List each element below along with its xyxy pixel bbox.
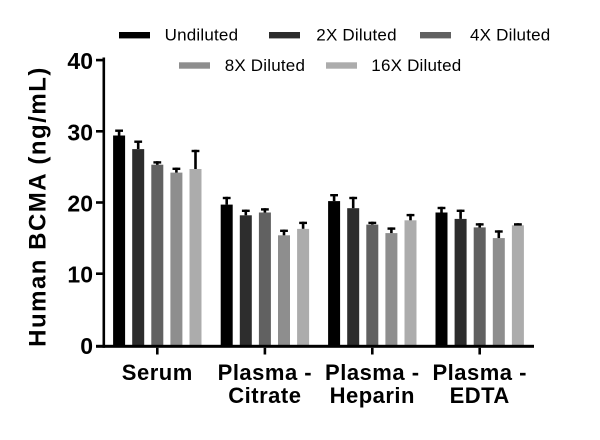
svg-text:8X Diluted: 8X Diluted — [225, 56, 305, 75]
svg-text:Human BCMA (ng/mL): Human BCMA (ng/mL) — [25, 66, 52, 347]
svg-text:2X Diluted: 2X Diluted — [316, 26, 396, 45]
svg-text:20: 20 — [67, 191, 93, 217]
svg-text:0: 0 — [80, 333, 93, 359]
svg-text:Citrate: Citrate — [228, 383, 301, 408]
svg-text:Plasma -: Plasma - — [325, 360, 420, 385]
svg-text:Plasma -: Plasma - — [218, 360, 313, 385]
svg-text:4X Diluted: 4X Diluted — [470, 26, 550, 45]
svg-text:40: 40 — [67, 48, 93, 74]
svg-text:16X Diluted: 16X Diluted — [371, 56, 461, 75]
svg-text:Serum: Serum — [122, 360, 193, 385]
svg-text:Heparin: Heparin — [330, 383, 415, 408]
svg-text:Undiluted: Undiluted — [165, 26, 239, 45]
svg-text:30: 30 — [67, 119, 93, 145]
svg-text:10: 10 — [67, 262, 93, 288]
svg-text:Plasma -: Plasma - — [432, 360, 527, 385]
svg-text:EDTA: EDTA — [450, 383, 510, 408]
